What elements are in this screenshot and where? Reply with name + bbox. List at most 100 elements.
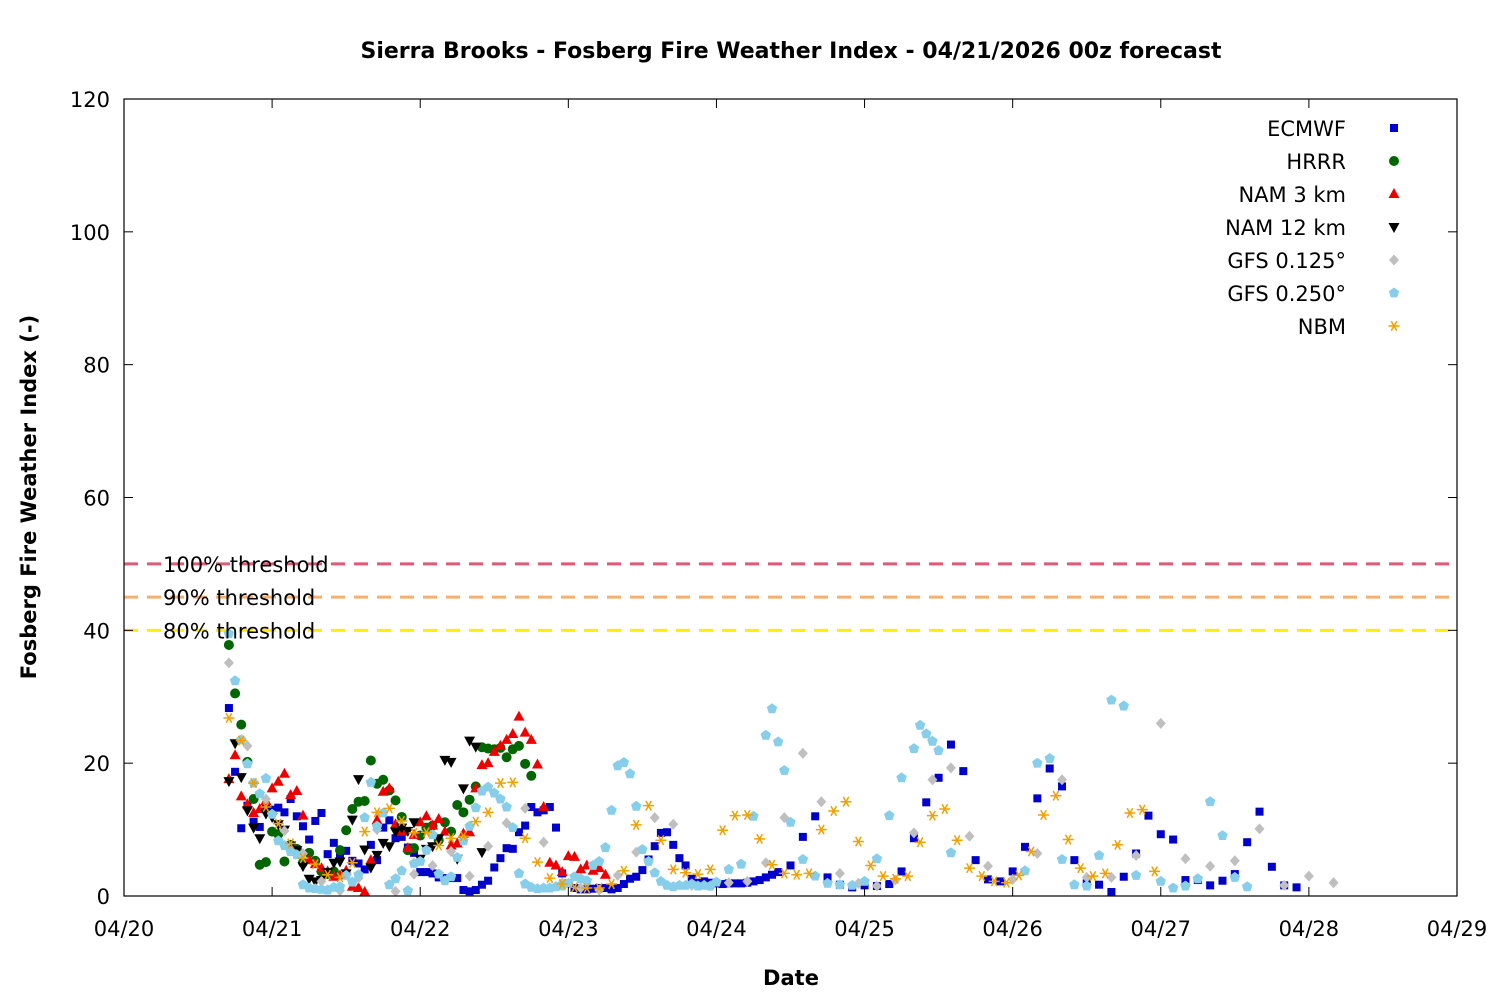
point-ecmwf [317,808,326,817]
point-gfs-0-250 [279,840,290,850]
point-ecmwf [521,821,530,830]
y-tick-label: 20 [83,752,110,776]
point-gfs-0-125 [1106,871,1117,883]
point-gfs-0-250 [223,628,235,639]
point-nbm [630,819,642,831]
point-ecmwf [397,832,406,841]
point-nbm [667,864,679,875]
point-gfs-0-250 [359,812,370,823]
point-gfs-0-250 [933,745,944,755]
point-ecmwf [922,798,931,807]
point-nam-3-km [359,886,371,897]
point-nbm [618,865,630,876]
point-gfs-0-250 [415,856,426,866]
point-nbm [1136,804,1148,815]
threshold-lines [124,562,1457,632]
point-ecmwf [1243,838,1252,847]
point-ecmwf [632,872,641,881]
point-gfs-0-250 [458,835,469,846]
point-ecmwf [1070,856,1079,865]
point-hrrr [452,800,463,811]
point-nam-12-km [272,820,284,831]
point-gfs-0-250 [464,820,475,831]
point-nbm [963,862,975,874]
point-nbm [680,867,692,878]
point-gfs-0-125 [871,880,882,892]
point-nbm [445,833,457,844]
point-nbm [420,827,432,838]
point-hrrr [260,857,271,868]
point-ecmwf [545,803,554,812]
point-nam-3-km [229,749,241,760]
point-gfs-0-250 [908,743,920,753]
point-gfs-0-250 [1093,850,1105,860]
point-ecmwf [249,817,258,826]
y-tick-label: 80 [83,354,110,378]
point-ecmwf [484,876,493,885]
point-gfs-0-250 [649,867,660,878]
point-nam-12-km [470,742,482,753]
point-gfs-0-250 [489,787,500,798]
point-gfs-0-250 [1155,875,1166,886]
point-gfs-0-125 [316,875,327,887]
point-nbm [408,827,420,839]
point-nam-3-km [414,816,426,827]
legend-label-nam-3-km: NAM 3 km [1238,183,1346,207]
point-gfs-0-250 [834,879,846,890]
point-nbm [223,712,235,724]
point-nam-3-km [494,739,506,750]
point-ecmwf [1008,867,1017,876]
point-ecmwf [934,773,943,782]
point-nbm [593,882,605,894]
legend-label-ecmwf: ECMWF [1267,117,1346,141]
point-gfs-0-125 [464,870,475,882]
point-nbm [1025,846,1037,857]
point-hrrr [526,770,537,781]
point-gfs-0-125 [612,869,623,881]
point-nbm [655,835,667,846]
point-ecmwf [589,884,598,893]
point-nbm [1062,834,1074,845]
point-nam-12-km [476,848,488,859]
point-ecmwf [224,704,233,713]
point-gfs-0-250 [581,875,593,886]
point-hrrr [236,719,247,730]
point-hrrr [365,755,376,766]
point-nbm [334,872,346,883]
legend-label-nam-12-km: NAM 12 km [1225,216,1346,240]
point-nam-12-km [223,777,235,788]
point-gfs-0-250 [1167,882,1179,893]
point-ecmwf [416,868,425,877]
point-gfs-0-250 [1019,865,1031,876]
point-nbm [396,815,408,827]
point-gfs-0-250 [735,858,747,869]
point-nbm [346,857,358,868]
point-hrrr [390,795,401,806]
point-ecmwf [946,740,955,749]
x-tick-label: 04/28 [1279,917,1340,941]
point-gfs-0-250 [631,800,642,811]
point-nam-3-km [383,782,395,793]
point-gfs-0-250 [594,856,605,866]
point-ecmwf [774,868,783,877]
threshold-90-threshold-label: 90% threshold [163,586,315,610]
point-ecmwf [428,869,437,878]
point-nbm [1013,870,1025,881]
point-gfs-0-125 [279,825,290,837]
point-nbm [494,777,506,789]
x-axis-label: Date [763,966,819,990]
point-gfs-0-125 [575,882,586,894]
x-tick-label: 04/24 [686,917,747,941]
point-hrrr [458,807,469,818]
point-ecmwf [1021,842,1030,851]
point-gfs-0-250 [433,868,444,879]
point-nbm [285,838,297,849]
point-ecmwf [1144,811,1153,820]
point-gfs-0-250 [390,873,401,884]
point-nbm [1038,809,1050,821]
point-nbm [791,869,803,880]
point-hrrr [223,639,234,650]
point-nbm [1075,862,1087,874]
point-nam-3-km [272,775,284,786]
point-nam-12-km [353,775,365,786]
